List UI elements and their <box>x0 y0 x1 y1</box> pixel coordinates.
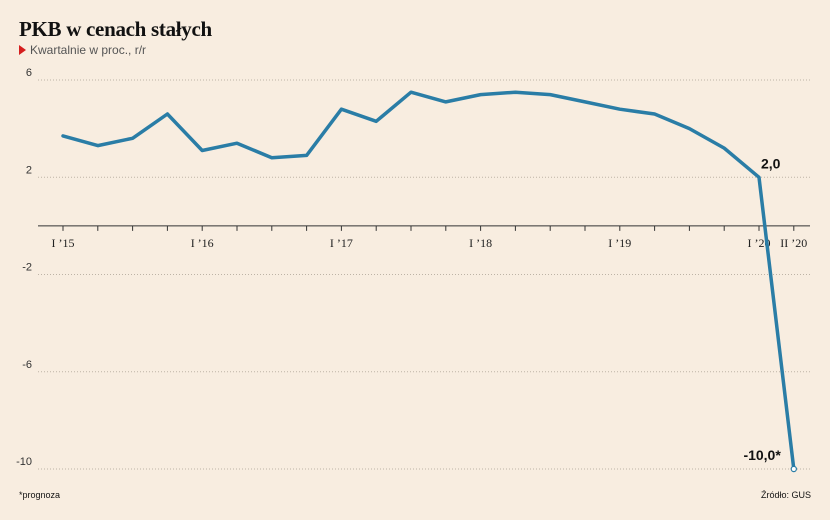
x-tick-label: I ’17 <box>330 236 353 250</box>
chart-subtitle: Kwartalnie w proc., r/r <box>19 43 146 57</box>
x-tick-label: I ’16 <box>191 236 214 250</box>
source-note: Źródło: GUS <box>760 490 811 500</box>
data-label: -10,0* <box>743 447 781 463</box>
y-tick-label: -10 <box>16 456 32 468</box>
y-tick-label: 2 <box>26 164 32 176</box>
subtitle-text: Kwartalnie w proc., r/r <box>30 43 147 57</box>
x-tick-label: I ’15 <box>52 236 75 250</box>
data-label: 2,0 <box>761 155 781 171</box>
y-tick-label: -6 <box>22 359 32 371</box>
gdp-series-line <box>61 90 796 471</box>
x-tick-label: II ’20 <box>780 236 807 250</box>
x-tick-label: I ’18 <box>469 236 492 250</box>
last-point-marker <box>790 465 798 473</box>
chart-title: PKB w cenach stałych <box>19 17 212 41</box>
y-tick-label: -2 <box>22 262 32 274</box>
triangle-marker-icon <box>19 45 26 55</box>
x-tick-label: I ’19 <box>608 236 631 250</box>
forecast-footnote: *prognoza <box>19 490 61 500</box>
y-tick-label: 6 <box>26 67 32 79</box>
